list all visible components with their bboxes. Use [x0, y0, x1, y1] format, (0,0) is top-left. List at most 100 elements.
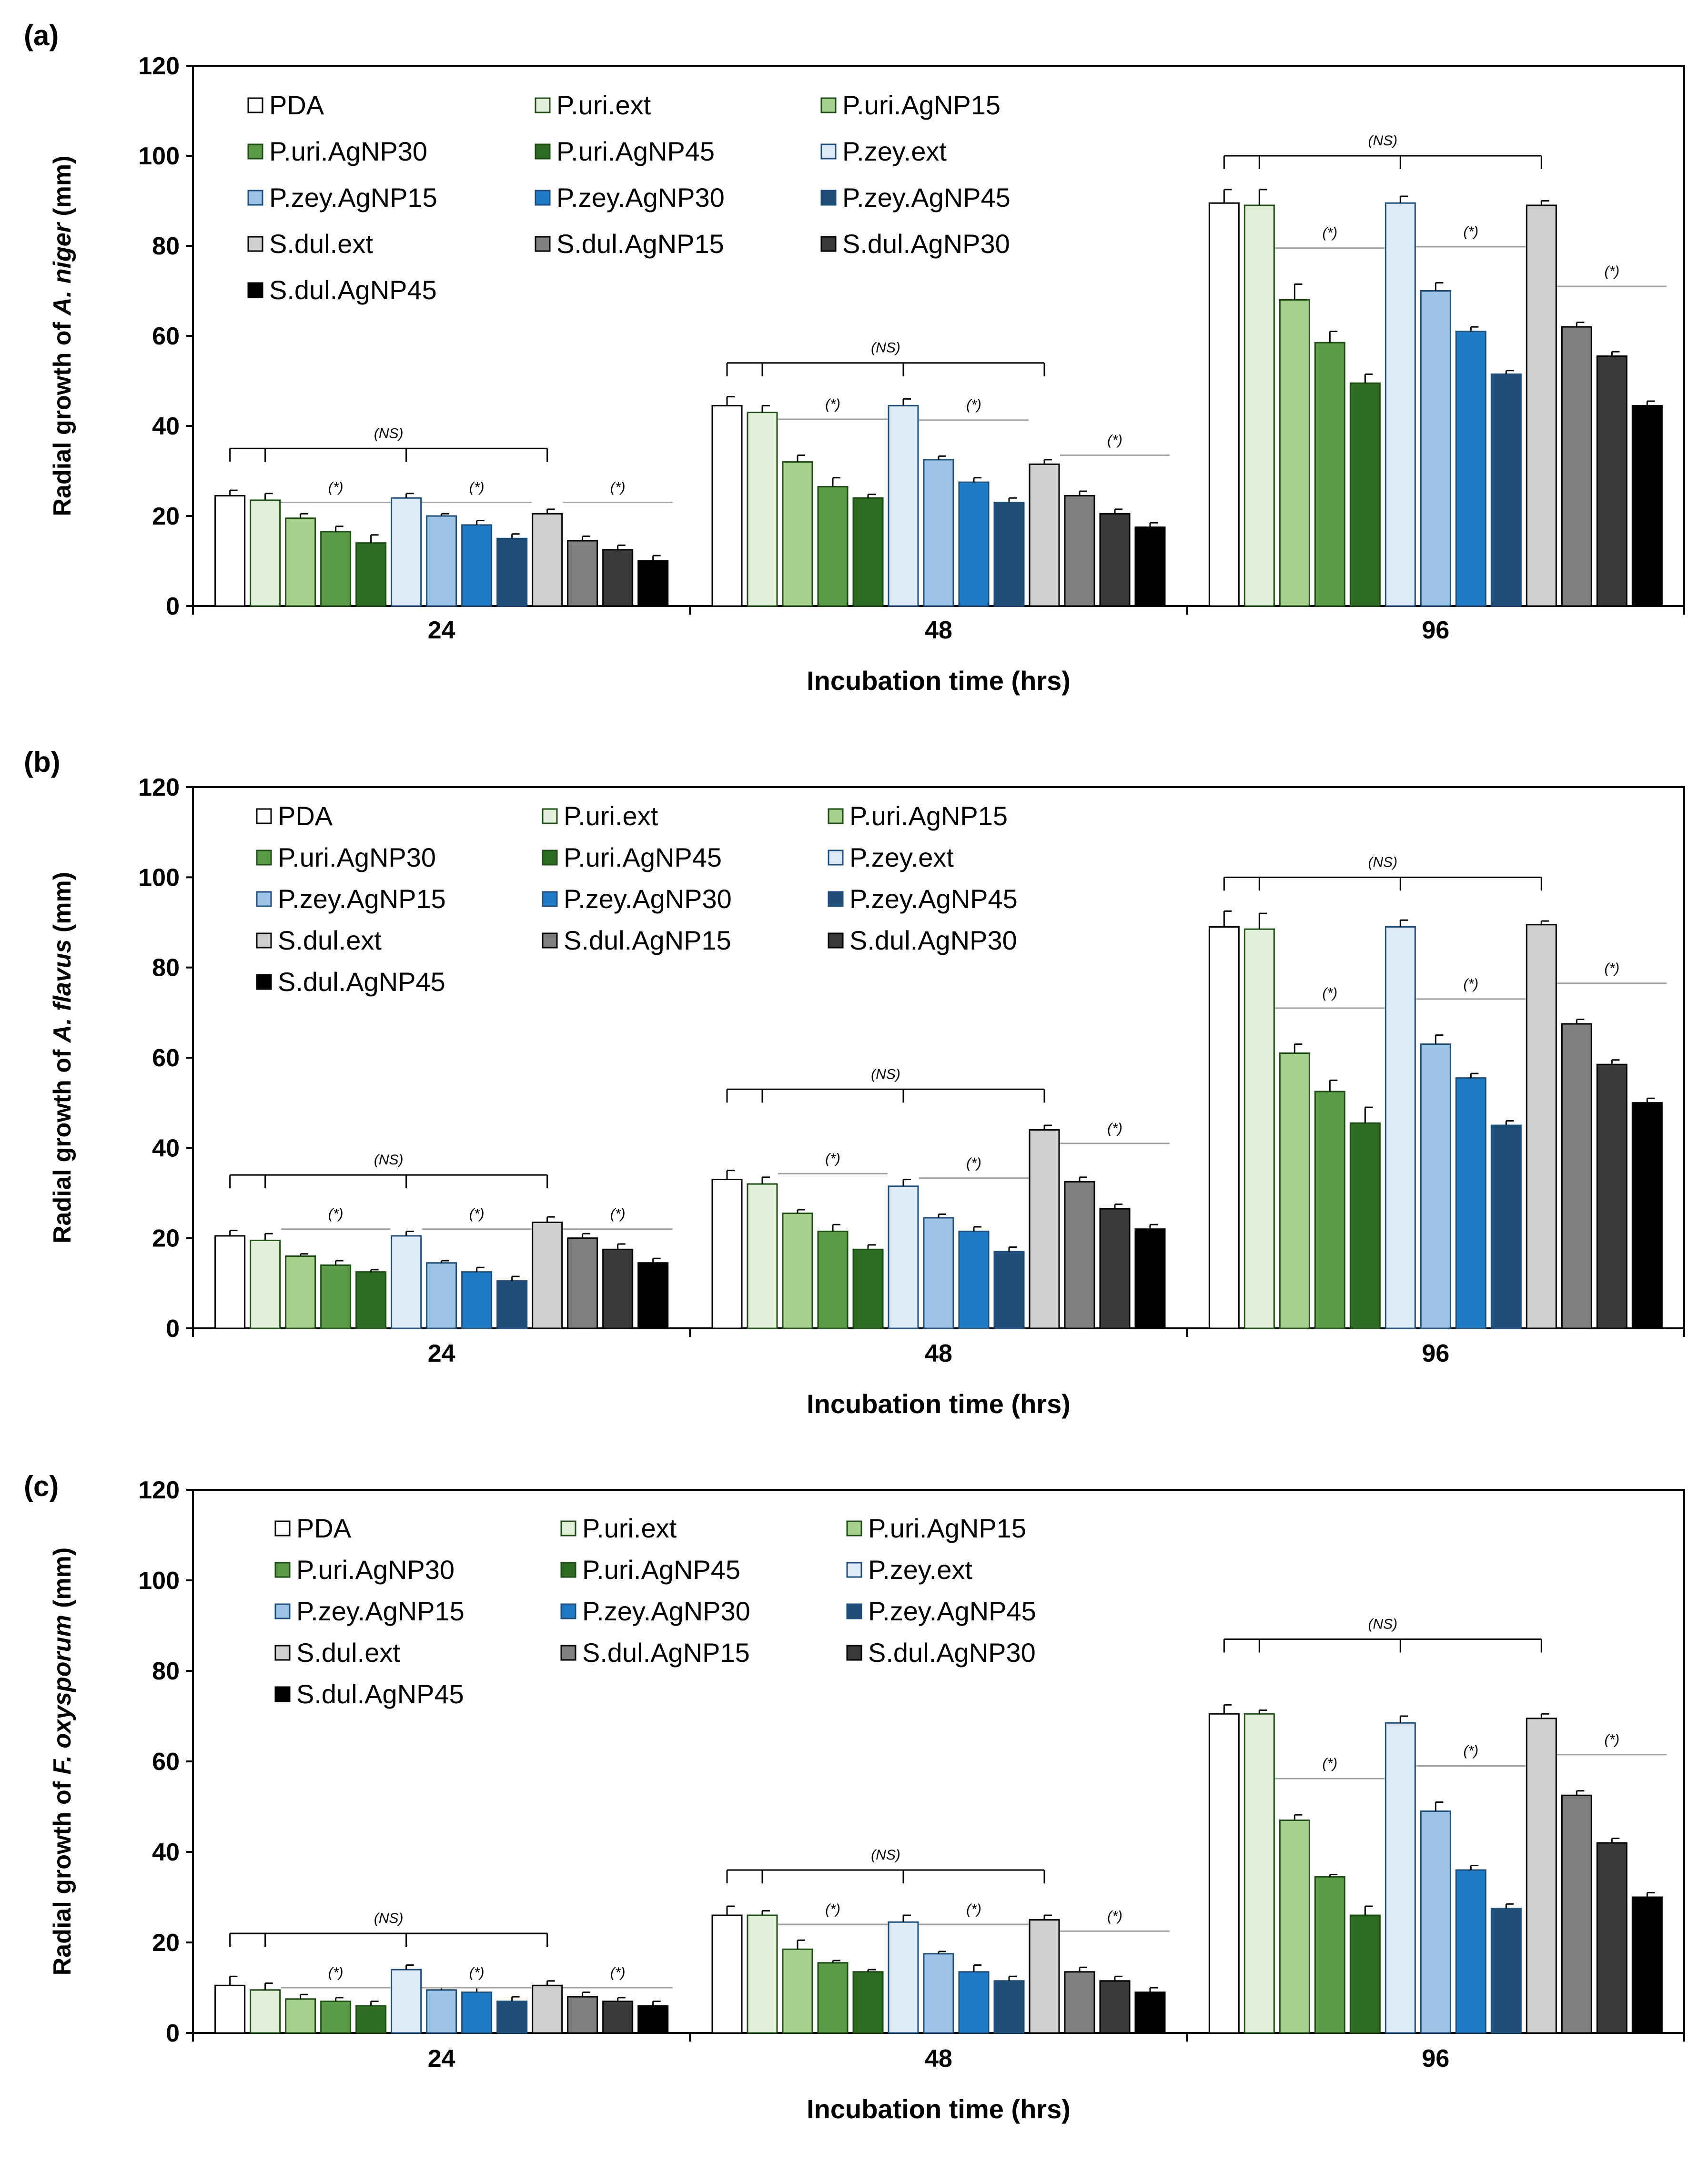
significance-label: (*)	[610, 1965, 626, 1981]
y-tick-label: 20	[152, 1225, 180, 1253]
legend-label-p-uri-ext: P.uri.ext	[582, 1513, 677, 1543]
y-tick-label: 40	[152, 413, 180, 440]
bar-p-zey-agnp30-48	[958, 1230, 990, 1329]
bar-p-uri-agnp45-96	[1349, 1122, 1381, 1329]
significance-label: (*)	[1605, 1732, 1620, 1748]
bar-s-dul-agnp45-96	[1631, 1896, 1663, 2034]
legend-label-p-zey-agnp15: P.zey.AgNP15	[278, 884, 446, 914]
legend-label-pda: PDA	[296, 1513, 352, 1543]
significance-label: (*)	[825, 1151, 840, 1166]
legend-swatch-p-zey-ext	[820, 143, 837, 160]
bar-s-dul-ext-24	[532, 513, 563, 607]
legend-label-p-zey-ext: P.zey.ext	[868, 1555, 972, 1585]
y-tick-label: 60	[152, 323, 180, 350]
legend-label-s-dul-agnp15: S.dul.AgNP15	[556, 229, 724, 259]
bar-pda-96	[1208, 926, 1240, 1329]
legend-label-s-dul-agnp45: S.dul.AgNP45	[269, 275, 437, 305]
bar-p-uri-ext-24	[250, 499, 281, 607]
significance-label: (*)	[1464, 976, 1479, 992]
bar-s-dul-agnp45-24	[637, 560, 669, 607]
bar-s-dul-agnp45-48	[1134, 1228, 1166, 1329]
ns-label: (NS)	[374, 1152, 404, 1168]
x-axis-title: Incubation time (hrs)	[807, 1389, 1071, 1419]
x-tick-label: 48	[925, 1340, 952, 1367]
significance-label: (*)	[610, 480, 626, 495]
bar-p-zey-agnp45-96	[1490, 1908, 1522, 2034]
y-axis-title-suffix: (mm)	[49, 1547, 76, 1615]
significance-label: (*)	[1605, 961, 1620, 976]
ns-label: (NS)	[871, 1847, 900, 1863]
significance-label: (*)	[469, 1965, 485, 1981]
legend-swatch-s-dul-agnp45	[247, 282, 263, 298]
bar-p-uri-agnp45-48	[852, 1971, 884, 2034]
bar-p-uri-agnp30-24	[320, 2001, 352, 2034]
legend: PDA P.uri.ext P.uri.AgNP15 P.uri.AgNP30 P.ur…	[256, 801, 1018, 997]
bar-p-zey-agnp30-48	[958, 1971, 990, 2034]
bar-p-uri-agnp30-96	[1314, 1876, 1345, 2034]
bar-s-dul-agnp30-48	[1099, 1208, 1131, 1329]
y-tick-label: 60	[152, 1044, 180, 1072]
legend-swatch-p-uri-agnp30	[247, 143, 263, 160]
bar-s-dul-agnp30-96	[1596, 1063, 1627, 1329]
y-tick-label: 80	[152, 954, 180, 982]
bar-p-zey-agnp30-48	[958, 481, 990, 607]
legend-label-p-uri-agnp30: P.uri.AgNP30	[269, 136, 427, 166]
ns-label: (NS)	[871, 340, 900, 356]
y-tick-label: 40	[152, 1134, 180, 1162]
legend-label-p-zey-ext: P.zey.ext	[842, 136, 947, 166]
legend-label-s-dul-ext: S.dul.ext	[269, 229, 373, 259]
bar-pda-24	[214, 1235, 246, 1329]
legend-label-p-uri-ext: P.uri.ext	[556, 90, 651, 120]
bar-p-uri-ext-24	[250, 1239, 281, 1329]
x-tick-label: 24	[428, 2045, 455, 2073]
y-tick-label: 0	[166, 2020, 180, 2047]
bar-s-dul-agnp15-96	[1561, 1023, 1592, 1329]
legend-label-p-uri-agnp15: P.uri.AgNP15	[842, 90, 1001, 120]
bar-p-zey-agnp15-96	[1420, 1043, 1451, 1329]
legend-label-pda: PDA	[278, 801, 333, 831]
y-axis-title: Radial growth of A. flavus (mm)	[49, 872, 76, 1244]
y-axis-title-species: A. flavus	[49, 940, 76, 1044]
legend-swatch-p-zey-agnp45	[846, 1603, 862, 1619]
legend-swatch-s-dul-agnp45	[256, 974, 272, 990]
bar-s-dul-agnp30-24	[602, 549, 634, 607]
bar-p-uri-agnp45-48	[852, 497, 884, 607]
bar-p-uri-ext-96	[1243, 204, 1275, 607]
bar-p-uri-agnp15-24	[285, 1998, 316, 2034]
bar-p-uri-ext-96	[1243, 1713, 1275, 2034]
legend-swatch-p-uri-agnp30	[274, 1562, 291, 1578]
legend-swatch-s-dul-agnp45	[274, 1686, 291, 1702]
significance-label: (*)	[1107, 1121, 1122, 1136]
x-axis-title: Incubation time (hrs)	[807, 666, 1071, 696]
bar-p-zey-ext-96	[1385, 202, 1416, 607]
legend-swatch-p-zey-ext	[828, 849, 844, 866]
bar-p-uri-agnp15-96	[1279, 1820, 1310, 2034]
bar-p-uri-ext-48	[747, 1183, 778, 1329]
significance-label: (*)	[966, 1901, 981, 1917]
legend-swatch-p-uri-agnp30	[256, 849, 272, 866]
bar-p-zey-agnp30-96	[1455, 1077, 1486, 1329]
bar-p-zey-agnp15-24	[426, 1262, 457, 1329]
significance-label: (*)	[469, 1206, 485, 1222]
bar-p-uri-ext-24	[250, 1989, 281, 2034]
ns-label: (NS)	[1368, 1617, 1398, 1632]
y-tick-label: 80	[152, 233, 180, 260]
legend-swatch-p-zey-agnp15	[247, 190, 263, 206]
bar-p-zey-ext-24	[391, 1235, 422, 1329]
significance-label: (*)	[825, 1901, 840, 1917]
legend-swatch-s-dul-agnp30	[846, 1645, 862, 1661]
significance-label: (*)	[966, 397, 981, 413]
significance-label: (*)	[1605, 263, 1620, 279]
bar-pda-24	[214, 495, 246, 607]
legend-swatch-s-dul-agnp15	[535, 236, 551, 252]
legend-swatch-p-uri-ext	[560, 1520, 576, 1537]
legend-label-p-uri-agnp45: P.uri.AgNP45	[582, 1555, 740, 1585]
legend-label-p-uri-agnp30: P.uri.AgNP30	[296, 1555, 455, 1585]
significance-label: (*)	[610, 1206, 626, 1222]
significance-label: (*)	[1107, 1908, 1122, 1924]
y-tick-label: 100	[138, 864, 180, 891]
legend-label-p-zey-agnp45: P.zey.AgNP45	[849, 884, 1018, 914]
bar-p-uri-ext-48	[747, 412, 778, 607]
y-tick-label: 80	[152, 1658, 180, 1685]
